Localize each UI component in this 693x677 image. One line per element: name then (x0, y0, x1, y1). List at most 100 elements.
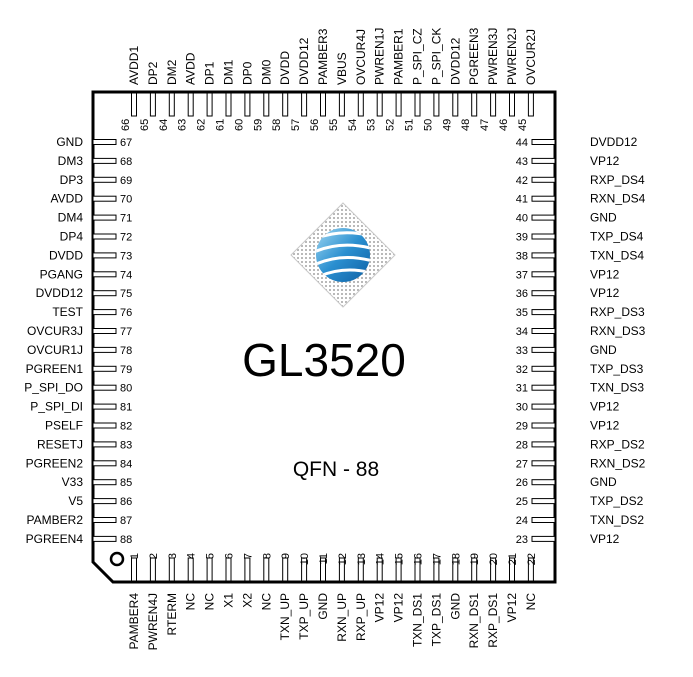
pin-name: VP12 (590, 267, 620, 281)
pin-bottom-17: 17 TXP_DS1 (429, 553, 443, 646)
pin-top-48: 48 PGREEN3 (460, 27, 481, 131)
pin-pad (131, 557, 137, 582)
pin-name: TXP_DS4 (590, 230, 644, 244)
pin-number: 33 (516, 345, 528, 357)
pin-name: P_SPI_DO (24, 381, 83, 395)
pin-name: X2 (240, 593, 254, 608)
pin-pad (187, 92, 194, 117)
pin-number: 49 (441, 119, 453, 131)
pin-number: 86 (120, 496, 132, 508)
pins-top: 66AVDD165DP264DM263AVDD62DP161DM160DP059… (120, 27, 538, 131)
pin-top-64: 64 DM2 (158, 59, 179, 131)
pin-bottom-10: 10 TXP_UP (297, 553, 311, 640)
pin-name: DVDD (49, 248, 83, 262)
pin-number: 35 (516, 307, 528, 319)
pin-name: RXN_UP (335, 593, 349, 642)
pin-number: 83 (120, 439, 132, 451)
pin-pad (149, 557, 156, 582)
pin-left-85: 85 V33 (62, 475, 133, 489)
pin-number: 50 (422, 119, 434, 131)
pin-bottom-3: 3 RTERM (165, 553, 179, 635)
pin-name: RXN_DS3 (590, 324, 646, 338)
pin-bottom-12: 12 RXN_UP (335, 553, 349, 642)
pin-left-83: 83 RESETJ (37, 437, 132, 451)
pin-name: PGREEN2 (26, 456, 84, 470)
pin-number: 62 (196, 119, 208, 131)
pin-number: 53 (366, 119, 378, 131)
pin-pad (320, 557, 326, 582)
pin-name: TXN_DS3 (590, 381, 644, 395)
pin-number: 71 (120, 213, 132, 225)
pin-pad (531, 157, 556, 164)
pin-right-25: 25 TXP_DS2 (516, 494, 644, 508)
pin-pad (531, 460, 556, 467)
pin-name: DP0 (240, 61, 254, 85)
pin-number: 32 (516, 364, 528, 376)
pin-number: 29 (516, 421, 528, 433)
pin-name: NC (259, 593, 273, 611)
pin-pad (531, 346, 556, 353)
pin-number: 47 (479, 119, 491, 131)
pin-pad (490, 92, 497, 117)
pin-pad (206, 557, 213, 582)
pin-name: TXP_DS2 (590, 494, 644, 508)
pin-name: DP3 (60, 173, 84, 187)
pin-name: TXN_DS1 (411, 593, 425, 647)
pin-number: 46 (498, 119, 510, 131)
pin-pad (433, 557, 440, 582)
pin-pad (531, 517, 556, 523)
pin-name: PAMBER2 (27, 513, 84, 527)
pin-name: TXN_DS4 (590, 248, 644, 262)
pin-right-24: 24 TXN_DS2 (516, 513, 645, 527)
pin-pad (244, 557, 251, 582)
pin-number: 40 (516, 213, 528, 225)
pin-pad (531, 498, 556, 505)
pin-name: RXN_DS2 (590, 456, 646, 470)
pin-name: TXP_DS3 (590, 362, 644, 376)
pin-right-29: 29 VP12 (516, 419, 620, 433)
pin-pad (92, 346, 117, 353)
pin-name: RTERM (165, 593, 179, 635)
pin-pad (92, 517, 117, 523)
pin-number: 14 (375, 553, 387, 565)
pin-bottom-13: 13 RXP_UP (354, 553, 368, 641)
pin-number: 80 (120, 383, 132, 395)
pin-name: DVDD (278, 51, 292, 85)
pin-left-87: 87 PAMBER2 (27, 513, 133, 527)
pin-left-74: 74 PGANG (40, 267, 133, 281)
pin-number: 84 (120, 458, 132, 470)
pin-left-70: 70 AVDD (51, 192, 133, 206)
pin-number: 68 (120, 156, 132, 168)
pin-right-35: 35 RXP_DS3 (516, 305, 645, 319)
pin-name: TXP_UP (297, 593, 311, 640)
pin-number: 38 (516, 250, 528, 262)
pin-name: DP4 (60, 230, 84, 244)
pin-number: 85 (120, 477, 132, 489)
pin-name: DP1 (203, 61, 217, 85)
pin-name: VP12 (590, 154, 620, 168)
pin-pad (206, 92, 213, 117)
pin-number: 54 (347, 119, 359, 131)
pin-top-63: 63 AVDD (177, 52, 198, 131)
pin-name: GND (590, 343, 617, 357)
chip-name: GL3520 (242, 334, 406, 386)
pin-pad (531, 441, 556, 448)
pin-left-72: 72 DP4 (60, 230, 133, 244)
pin-number: 23 (516, 534, 528, 546)
pin-pad (92, 460, 117, 467)
pin-number: 65 (139, 119, 151, 131)
pin-bottom-21: 21 VP12 (505, 553, 519, 622)
pin-pad (376, 92, 383, 117)
pin-right-23: 23 VP12 (516, 532, 620, 546)
pin-pad (320, 92, 326, 117)
pin-right-26: 26 GND (516, 475, 617, 489)
pin-name: RXP_UP (354, 593, 368, 641)
pin-pad (92, 176, 117, 183)
pin-pad (357, 92, 364, 117)
pin-number: 81 (120, 402, 132, 414)
pin-top-56: 56 PAMBER3 (309, 28, 330, 131)
pin-pad (531, 535, 556, 542)
pin-bottom-22: 22 NC (524, 553, 538, 610)
pin-pad (92, 441, 117, 448)
